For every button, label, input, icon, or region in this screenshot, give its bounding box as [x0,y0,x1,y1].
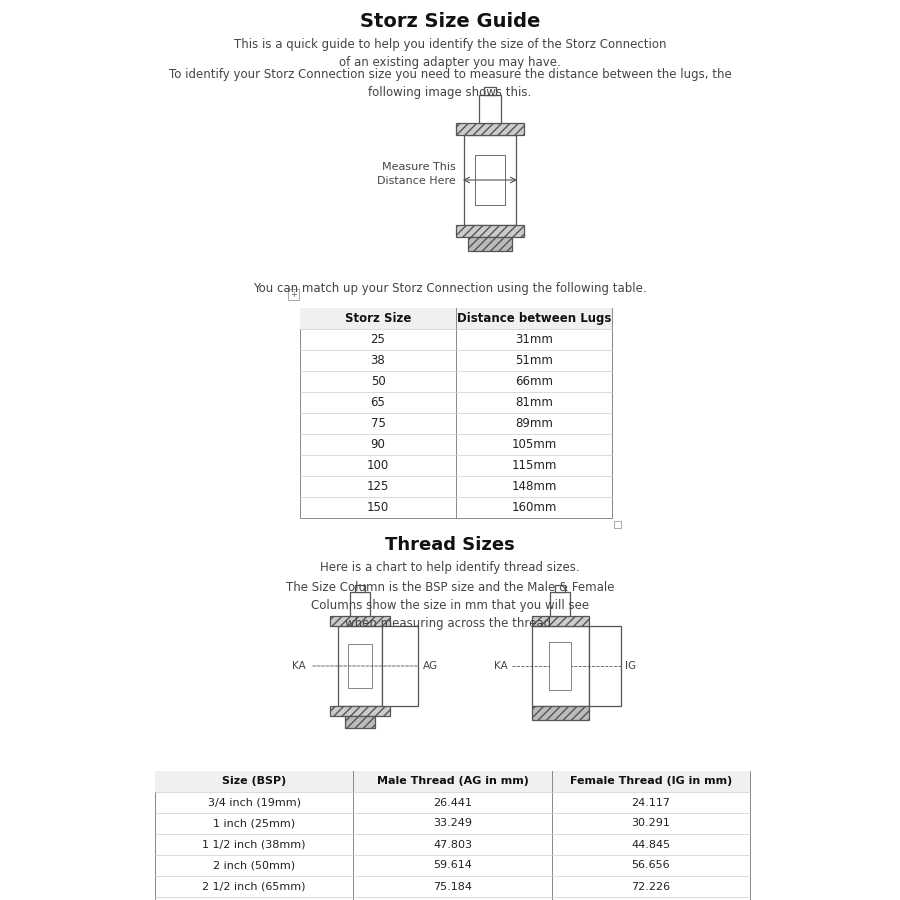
Text: 125: 125 [367,480,389,493]
Bar [549,642,571,690]
Bar [355,585,365,592]
Bar [614,521,621,528]
Bar [550,592,570,616]
Text: 115mm: 115mm [511,459,557,472]
Text: 89mm: 89mm [515,417,553,430]
Bar [350,592,370,616]
Text: 75.184: 75.184 [433,881,472,892]
Bar [300,308,612,329]
Bar [348,644,372,688]
Text: 25: 25 [371,333,385,346]
Text: 105mm: 105mm [511,438,556,451]
Text: KA: KA [292,661,306,671]
Bar [155,771,750,792]
Bar [456,225,524,237]
Bar [475,155,505,205]
Text: AG: AG [423,661,438,671]
Bar [532,706,589,720]
Bar [484,87,496,95]
Bar [155,771,750,900]
Text: 24.117: 24.117 [631,797,670,807]
Text: Female Thread (IG in mm): Female Thread (IG in mm) [570,777,732,787]
Bar [288,289,299,300]
Text: 2 inch (50mm): 2 inch (50mm) [213,860,295,870]
Text: 51mm: 51mm [515,354,553,367]
Bar [555,585,565,592]
Text: 47.803: 47.803 [433,840,472,850]
Bar [456,123,524,135]
Bar [532,626,589,706]
Text: IG: IG [626,661,636,671]
Bar [338,626,382,706]
Text: 59.614: 59.614 [433,860,472,870]
Text: The Size Column is the BSP size and the Male & Female
Columns show the size in m: The Size Column is the BSP size and the … [286,581,614,630]
Text: 2 1/2 inch (65mm): 2 1/2 inch (65mm) [202,881,306,892]
Text: Distance between Lugs: Distance between Lugs [457,312,611,325]
Text: Thread Sizes: Thread Sizes [385,536,515,554]
Text: Storz Size: Storz Size [345,312,411,325]
Bar [468,237,512,251]
Text: 150: 150 [367,501,389,514]
Text: 65: 65 [371,396,385,409]
Text: 148mm: 148mm [511,480,557,493]
Bar [330,616,390,626]
Text: 100: 100 [367,459,389,472]
Text: 56.656: 56.656 [632,860,670,870]
Text: 50: 50 [371,375,385,388]
Text: Size (BSP): Size (BSP) [222,777,286,787]
Text: 160mm: 160mm [511,501,557,514]
Text: Storz Size Guide: Storz Size Guide [360,12,540,31]
Bar [532,616,589,626]
Text: KA: KA [494,661,508,671]
Bar [479,95,501,123]
Text: 30.291: 30.291 [632,818,670,829]
Text: This is a quick guide to help you identify the size of the Storz Connection
of a: This is a quick guide to help you identi… [234,38,666,69]
Bar [330,706,390,716]
Text: 1 inch (25mm): 1 inch (25mm) [213,818,295,829]
Text: To identify your Storz Connection size you need to measure the distance between : To identify your Storz Connection size y… [168,68,732,99]
Text: 38: 38 [371,354,385,367]
Text: 72.226: 72.226 [631,881,670,892]
Text: 33.249: 33.249 [433,818,472,829]
Bar [345,716,375,728]
Text: 44.845: 44.845 [631,840,670,850]
Bar [382,626,418,706]
Bar [300,308,612,518]
Text: 3/4 inch (19mm): 3/4 inch (19mm) [208,797,301,807]
Text: 81mm: 81mm [515,396,553,409]
Text: 66mm: 66mm [515,375,553,388]
Text: You can match up your Storz Connection using the following table.: You can match up your Storz Connection u… [253,282,647,295]
Text: Measure This
Distance Here: Measure This Distance Here [377,162,456,185]
Text: 26.441: 26.441 [433,797,472,807]
Bar [589,626,620,706]
Text: +: + [290,290,297,299]
Text: 90: 90 [371,438,385,451]
Text: Here is a chart to help identify thread sizes.: Here is a chart to help identify thread … [320,561,580,574]
Text: 75: 75 [371,417,385,430]
Text: 1 1/2 inch (38mm): 1 1/2 inch (38mm) [202,840,306,850]
Text: Male Thread (AG in mm): Male Thread (AG in mm) [376,777,528,787]
Bar [464,135,516,225]
Text: 31mm: 31mm [515,333,553,346]
